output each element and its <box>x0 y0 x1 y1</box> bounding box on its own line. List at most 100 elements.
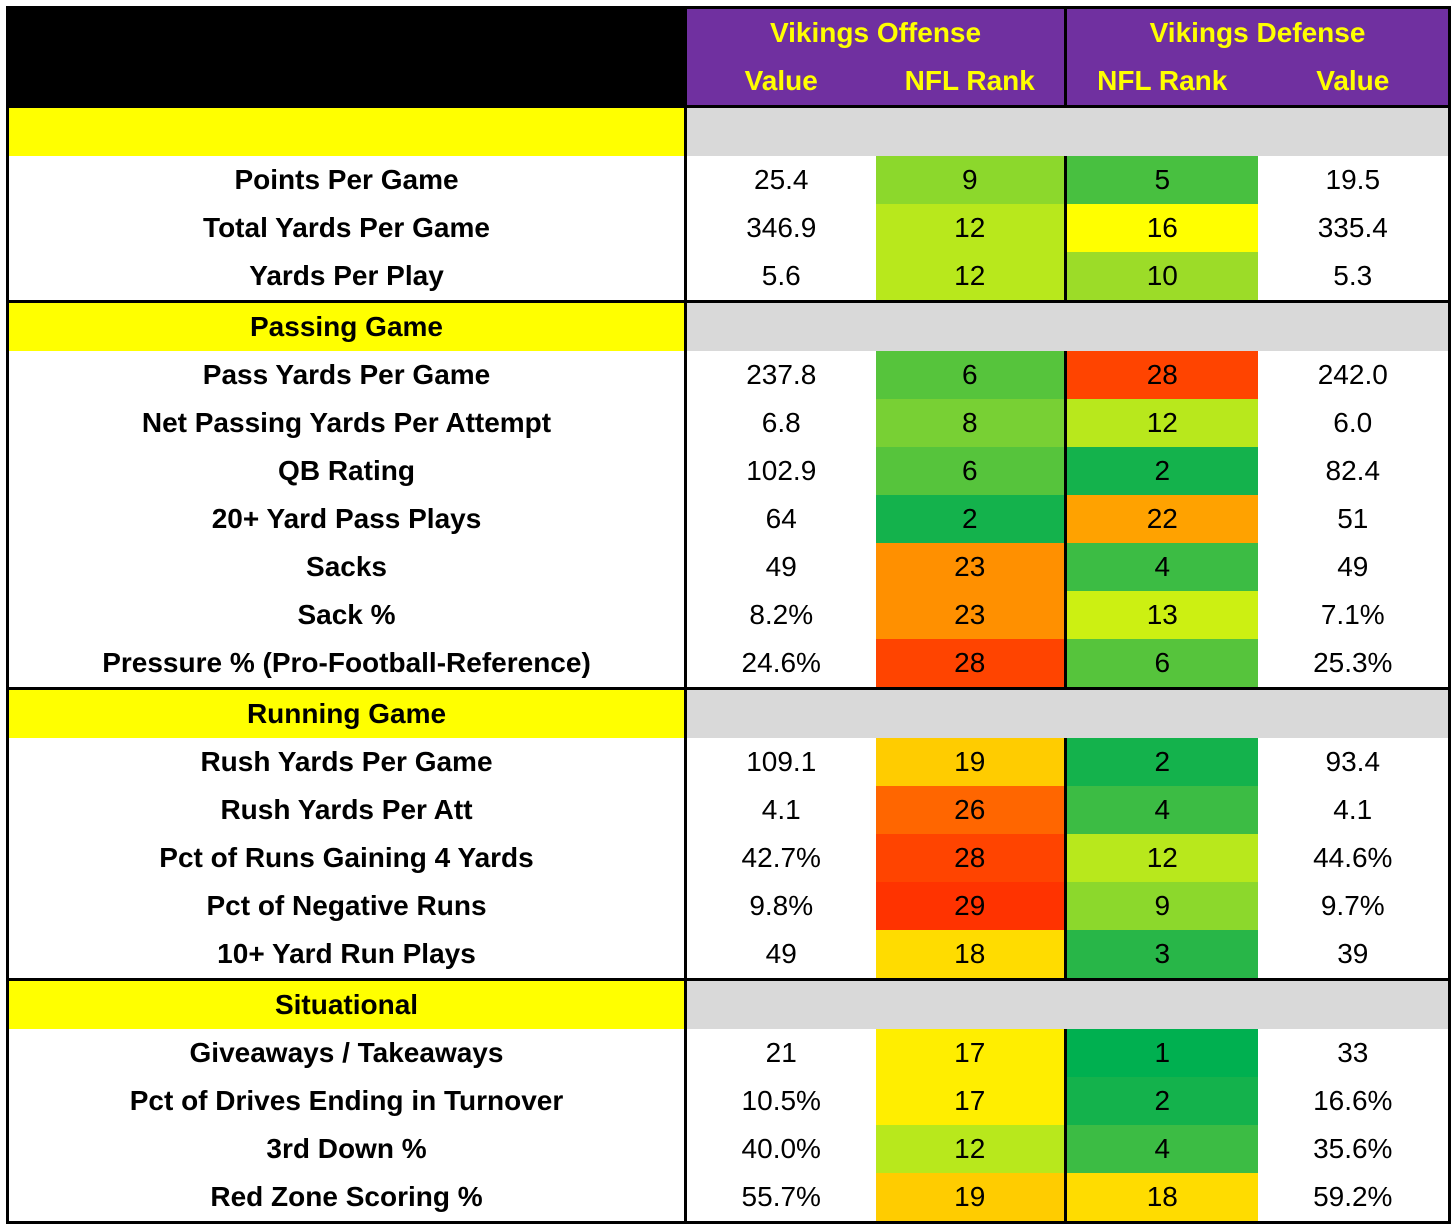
defense-value: 16.6% <box>1257 1077 1452 1125</box>
offense-rank: 12 <box>875 204 1066 252</box>
offense-rank: 18 <box>875 930 1066 980</box>
offense-rank: 29 <box>875 882 1066 930</box>
stat-row: Red Zone Scoring % 55.7% 19 18 59.2% <box>6 1173 1452 1224</box>
stat-row: Sack % 8.2% 23 13 7.1% <box>6 591 1452 639</box>
defense-rank: 2 <box>1064 738 1258 786</box>
defense-rank: 12 <box>1064 834 1258 882</box>
offense-rank: 9 <box>875 156 1066 204</box>
stat-row: Pct of Negative Runs 9.8% 29 9 9.7% <box>6 882 1452 930</box>
defense-value: 39 <box>1257 930 1452 980</box>
offense-value: 6.8 <box>684 399 876 447</box>
defense-rank: 16 <box>1064 204 1258 252</box>
offense-rank: 19 <box>875 1173 1066 1224</box>
offense-value: 40.0% <box>684 1125 876 1173</box>
offense-value: 8.2% <box>684 591 876 639</box>
defense-value: 9.7% <box>1257 882 1452 930</box>
header-row-titles: Vikings Offense Vikings Defense <box>6 6 1452 107</box>
stat-row: 3rd Down % 40.0% 12 4 35.6% <box>6 1125 1452 1173</box>
section-title: Situational <box>6 978 686 1029</box>
stat-label: Sack % <box>6 591 686 639</box>
offense-value: 4.1 <box>684 786 876 834</box>
defense-value: 49 <box>1257 543 1452 591</box>
defense-value: 5.3 <box>1257 252 1452 302</box>
defense-value: 93.4 <box>1257 738 1452 786</box>
offense-value: 102.9 <box>684 447 876 495</box>
stat-label: Net Passing Yards Per Attempt <box>6 399 686 447</box>
stat-label: Yards Per Play <box>6 252 686 302</box>
offense-rank: 23 <box>875 543 1066 591</box>
section-title: Running Game <box>6 687 686 738</box>
section-gray-band <box>683 978 1452 1029</box>
defense-rank: 22 <box>1064 495 1258 543</box>
stats-table-wrapper: Vikings Offense Vikings Defense Value NF… <box>6 6 1452 1224</box>
offense-value: 64 <box>684 495 876 543</box>
defense-rank: 10 <box>1064 252 1258 302</box>
defense-value: 6.0 <box>1257 399 1452 447</box>
defense-rank: 18 <box>1064 1173 1258 1224</box>
stat-row: Net Passing Yards Per Attempt 6.8 8 12 6.0 <box>6 399 1452 447</box>
defense-value: 19.5 <box>1257 156 1452 204</box>
offense-rank: 23 <box>875 591 1066 639</box>
stat-row: Points Per Game 25.4 9 5 19.5 <box>6 156 1452 204</box>
defense-value: 4.1 <box>1257 786 1452 834</box>
defense-rank: 2 <box>1064 447 1258 495</box>
stat-label: Total Yards Per Game <box>6 204 686 252</box>
defense-title: Vikings Defense <box>1064 6 1452 57</box>
stat-row: 10+ Yard Run Plays 49 18 3 39 <box>6 930 1452 980</box>
stat-label: Pct of Runs Gaining 4 Yards <box>6 834 686 882</box>
stat-row: Rush Yards Per Game 109.1 19 2 93.4 <box>6 738 1452 786</box>
stat-row: Total Yards Per Game 346.9 12 16 335.4 <box>6 204 1452 252</box>
offense-rank: 8 <box>875 399 1066 447</box>
stat-row: QB Rating 102.9 6 2 82.4 <box>6 447 1452 495</box>
offense-rank: 19 <box>875 738 1066 786</box>
defense-rank: 9 <box>1064 882 1258 930</box>
stat-label: 10+ Yard Run Plays <box>6 930 686 980</box>
section-gray-band <box>683 687 1452 738</box>
section-title <box>6 105 686 156</box>
defense-value-header: Value <box>1257 57 1452 107</box>
vikings-stats-table: Vikings Offense Vikings Defense Value NF… <box>6 6 1452 1224</box>
stat-row: Rush Yards Per Att 4.1 26 4 4.1 <box>6 786 1452 834</box>
defense-rank: 12 <box>1064 399 1258 447</box>
stat-row: Pct of Drives Ending in Turnover 10.5% 17 2… <box>6 1077 1452 1125</box>
defense-rank: 2 <box>1064 1077 1258 1125</box>
defense-rank: 4 <box>1064 543 1258 591</box>
defense-rank: 4 <box>1064 1125 1258 1173</box>
offense-rank: 6 <box>875 447 1066 495</box>
stat-row: 20+ Yard Pass Plays 64 2 22 51 <box>6 495 1452 543</box>
offense-value: 55.7% <box>684 1173 876 1224</box>
offense-rank: 17 <box>875 1029 1066 1077</box>
offense-value: 10.5% <box>684 1077 876 1125</box>
offense-rank: 6 <box>875 351 1066 399</box>
stat-label: Giveaways / Takeaways <box>6 1029 686 1077</box>
offense-rank: 12 <box>875 1125 1066 1173</box>
stat-label: 3rd Down % <box>6 1125 686 1173</box>
defense-rank: 5 <box>1064 156 1258 204</box>
defense-value: 33 <box>1257 1029 1452 1077</box>
offense-title: Vikings Offense <box>683 6 1066 57</box>
defense-rank-header: NFL Rank <box>1064 57 1258 107</box>
offense-value: 42.7% <box>684 834 876 882</box>
stats-table-body: Vikings Offense Vikings Defense Value NF… <box>6 6 1452 1224</box>
defense-value: 35.6% <box>1257 1125 1452 1173</box>
defense-rank: 6 <box>1064 639 1258 689</box>
defense-value: 44.6% <box>1257 834 1452 882</box>
offense-value-header: Value <box>684 57 876 107</box>
offense-value: 24.6% <box>684 639 876 689</box>
defense-value: 25.3% <box>1257 639 1452 689</box>
header-row-columns: Value NFL Rank NFL Rank Value <box>8 57 1452 107</box>
section-gray-band <box>683 105 1452 156</box>
defense-value: 335.4 <box>1257 204 1452 252</box>
defense-value: 51 <box>1257 495 1452 543</box>
offense-rank: 12 <box>875 252 1066 302</box>
defense-rank: 3 <box>1064 930 1258 980</box>
stat-label: Pct of Drives Ending in Turnover <box>6 1077 686 1125</box>
stat-row: Yards Per Play 5.6 12 10 5.3 <box>6 252 1452 302</box>
stat-row: Giveaways / Takeaways 21 17 1 33 <box>6 1029 1452 1077</box>
defense-value: 82.4 <box>1257 447 1452 495</box>
offense-value: 49 <box>684 930 876 980</box>
defense-value: 242.0 <box>1257 351 1452 399</box>
offense-value: 9.8% <box>684 882 876 930</box>
stat-label: Rush Yards Per Att <box>6 786 686 834</box>
defense-rank: 4 <box>1064 786 1258 834</box>
